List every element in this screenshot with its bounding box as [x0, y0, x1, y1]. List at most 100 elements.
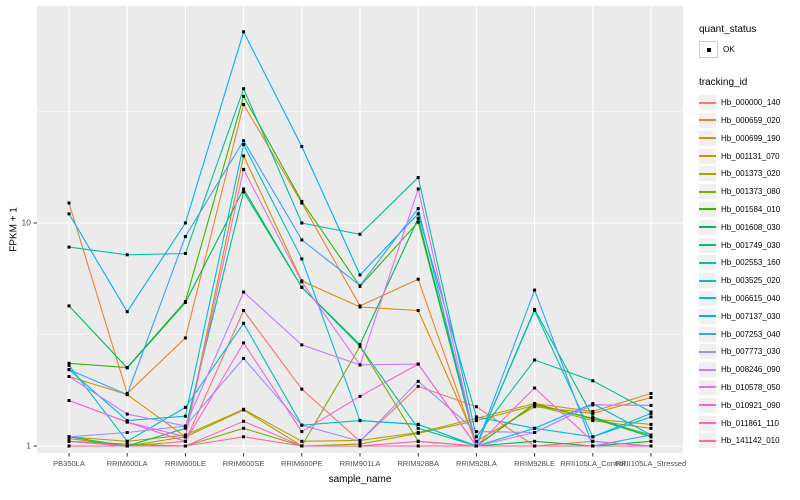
data-point	[533, 402, 537, 406]
line-key-icon	[699, 433, 716, 449]
y-tick-label: 10	[22, 218, 32, 228]
line-key-icon	[699, 130, 716, 146]
data-point	[125, 420, 129, 424]
data-point	[242, 356, 246, 360]
data-point	[242, 435, 246, 439]
legend-title-quant-status: quant_status	[699, 24, 757, 35]
data-point	[533, 426, 537, 430]
data-point	[358, 444, 362, 448]
data-point	[183, 235, 187, 238]
legend-item-Hb_001373_020: Hb_001373_020	[699, 165, 799, 183]
data-point	[183, 435, 187, 439]
line-key-icon	[699, 273, 716, 289]
line-key-icon	[699, 219, 716, 235]
legend-item-label: Hb_001749_030	[721, 240, 781, 250]
data-point	[416, 422, 420, 426]
data-point	[300, 387, 304, 391]
data-point	[125, 366, 129, 370]
data-point	[416, 426, 420, 430]
data-point	[416, 216, 420, 220]
data-point	[67, 399, 71, 402]
legend-item-label: Hb_001584_010	[721, 204, 781, 214]
data-point	[300, 439, 304, 443]
line-key-icon	[699, 344, 716, 360]
legend-item-label: OK	[723, 45, 735, 55]
line-key-icon	[699, 326, 716, 342]
data-point	[533, 309, 537, 312]
data-point	[416, 176, 420, 179]
data-point	[242, 190, 246, 194]
data-point	[242, 426, 246, 430]
data-point	[416, 187, 420, 191]
data-point	[300, 238, 304, 242]
data-point	[300, 285, 304, 289]
x-tick-label: RRIM928LA	[456, 459, 497, 468]
data-point	[649, 411, 653, 415]
data-point	[300, 444, 304, 448]
data-point	[242, 321, 246, 325]
line-key-icon	[699, 148, 716, 164]
line-key-icon	[699, 415, 716, 431]
data-point	[649, 392, 653, 395]
data-point	[416, 277, 420, 281]
line-key-icon	[699, 290, 716, 306]
x-tick-label: RRIM928LE	[514, 459, 555, 468]
data-point	[300, 221, 304, 225]
legend-item-Hb_007137_030: Hb_007137_030	[699, 307, 799, 325]
legend-item-label: Hb_001373_080	[721, 187, 781, 197]
legend-item-label: Hb_000659_020	[721, 115, 781, 125]
legend-item-Hb_006615_040: Hb_006615_040	[699, 290, 799, 308]
legend-item-label: Hb_006615_040	[721, 293, 781, 303]
data-point	[358, 439, 362, 443]
data-point	[125, 310, 129, 314]
legend-item-Hb_000699_190: Hb_000699_190	[699, 129, 799, 147]
data-point	[300, 343, 304, 347]
data-point	[183, 301, 187, 304]
data-point	[300, 280, 304, 284]
line-key-icon	[699, 255, 716, 271]
data-point	[591, 439, 595, 443]
legend-tracking-list: Hb_000000_140 Hb_000659_020 Hb_000699_190 H…	[699, 94, 799, 450]
data-point	[358, 232, 362, 236]
data-point	[649, 439, 653, 443]
legend-item-label: Hb_002553_160	[721, 258, 781, 268]
data-point	[183, 433, 187, 437]
legend-item-Hb_001131_070: Hb_001131_070	[699, 147, 799, 165]
legend-item-Hb_010921_090: Hb_010921_090	[699, 396, 799, 414]
data-point	[591, 403, 595, 407]
x-axis-title: sample_name	[328, 474, 392, 485]
line-key-icon	[699, 362, 716, 378]
x-tick-label: RRII105LA_Control	[560, 459, 625, 468]
data-point	[591, 444, 595, 448]
data-point	[649, 426, 653, 430]
data-point	[649, 444, 653, 448]
data-point	[474, 415, 478, 419]
data-point	[242, 408, 246, 412]
legend-item-Hb_011861_110: Hb_011861_110	[699, 414, 799, 432]
x-tick-label: RRIM600PE	[281, 459, 323, 468]
data-point	[183, 221, 187, 225]
data-point	[358, 343, 362, 347]
x-tick-label: RRII105LA_Stressed	[616, 459, 686, 468]
data-point	[358, 394, 362, 398]
data-point	[533, 439, 537, 443]
data-point	[242, 419, 246, 423]
data-point	[242, 154, 246, 158]
data-point	[183, 252, 187, 255]
legend-item-label: Hb_007137_030	[721, 311, 781, 321]
data-point	[183, 426, 187, 430]
line-key-icon	[699, 201, 716, 217]
data-point	[474, 405, 478, 409]
data-point	[474, 419, 478, 423]
legend-item-Hb_008246_090: Hb_008246_090	[699, 361, 799, 379]
data-point	[300, 430, 304, 434]
data-point	[67, 435, 71, 439]
data-point	[242, 143, 246, 146]
data-point	[67, 437, 71, 440]
data-point	[358, 363, 362, 367]
data-point	[416, 220, 420, 224]
y-axis-title: FPKM + 1	[8, 207, 20, 252]
data-point	[125, 431, 129, 434]
data-point	[416, 212, 420, 216]
